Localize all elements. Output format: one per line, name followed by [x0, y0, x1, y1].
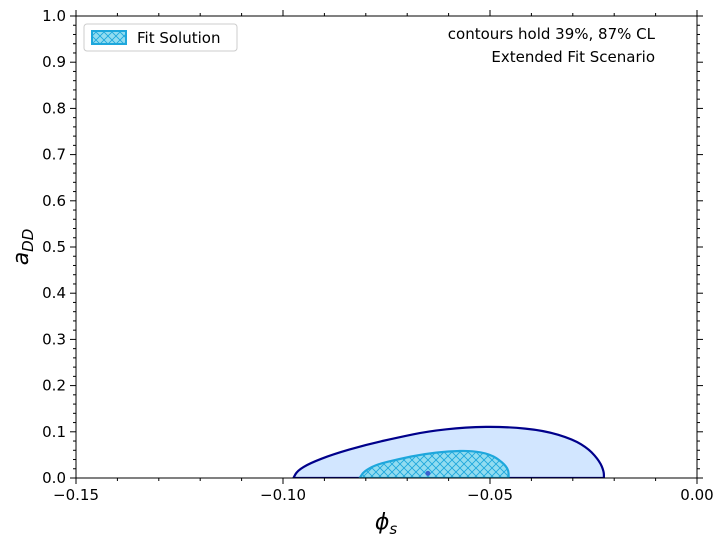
legend-label-fit-solution: Fit Solution: [137, 29, 220, 47]
annotation-scenario: Extended Fit Scenario: [491, 48, 655, 66]
y-tick-label: 0.7: [42, 146, 66, 164]
y-tick-label: 0.5: [42, 238, 66, 256]
x-tick-label: −0.10: [260, 486, 306, 504]
x-axis-label: ϕs: [375, 510, 398, 538]
x-tick-label: −0.05: [467, 486, 513, 504]
y-tick-label: 0.1: [42, 423, 66, 441]
y-tick-label: 0.0: [42, 469, 66, 487]
y-tick-label: 0.3: [42, 330, 66, 348]
contour-regions: [292, 425, 605, 478]
y-tick-label: 0.4: [42, 284, 66, 302]
y-tick-label: 0.2: [42, 377, 66, 395]
axes-frame: [75, 15, 698, 479]
legend: Fit Solution: [83, 23, 238, 52]
y-tick-label: 1.0: [42, 7, 66, 25]
contour-39-cl-hatch: [359, 450, 509, 478]
annotation-cl-levels: contours hold 39%, 87% CL: [448, 25, 656, 43]
axis-ticks: −0.15 −0.10 −0.05 0.00 0.0 0.1 0.2 0.3 0.4 0.5 0.6…: [42, 7, 714, 504]
y-tick-label: 0.9: [42, 53, 66, 71]
x-tick-label: −0.15: [53, 486, 99, 504]
best-fit-point: [425, 470, 431, 476]
contour-87-cl-outline: [292, 425, 605, 478]
contour-39-cl-outline: [358, 449, 510, 478]
y-tick-label: 0.8: [42, 99, 66, 117]
x-tick-label: 0.00: [680, 486, 713, 504]
plot-frame: [75, 15, 698, 479]
y-tick-label: 0.6: [42, 192, 66, 210]
y-axis-label: aDD: [9, 229, 37, 266]
